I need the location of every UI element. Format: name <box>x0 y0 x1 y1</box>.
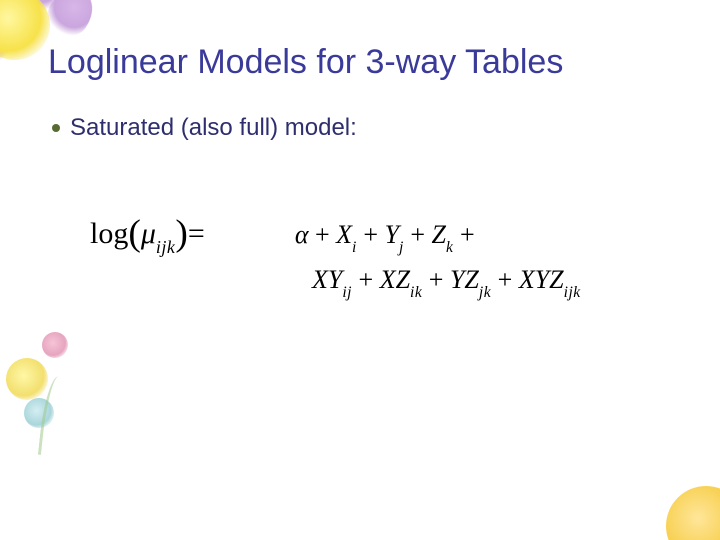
alpha-term: α <box>295 220 309 249</box>
plus-sign: + <box>410 220 425 249</box>
mu-subscript: ijk <box>156 237 176 257</box>
xy-term: XY <box>312 265 342 294</box>
bullet-text: Saturated (also full) model: <box>70 114 357 142</box>
z-term: Z <box>432 220 446 249</box>
mu-symbol: μ <box>141 217 156 250</box>
yz-subscript: jk <box>479 284 491 301</box>
z-subscript: k <box>446 239 453 256</box>
open-paren: ( <box>128 213 141 254</box>
decoration-petal <box>16 0 66 15</box>
close-paren: ) <box>175 213 188 254</box>
plus-sign: + <box>460 220 475 249</box>
formula-line-2: XYij + XZik + YZjk + XYZijk <box>312 265 581 299</box>
y-subscript: j <box>399 239 404 256</box>
plus-sign: + <box>363 220 378 249</box>
xyz-term: XYZ <box>519 265 564 294</box>
decoration-blob <box>42 332 68 358</box>
xy-subscript: ij <box>342 284 352 301</box>
formula-line-1: log(μijk)= α + Xi + Yj + Zk + <box>90 210 581 255</box>
bullet-dot-icon <box>52 124 60 132</box>
log-word: log <box>90 217 128 250</box>
decoration-petal <box>40 0 102 44</box>
decoration-petal <box>0 10 21 66</box>
plus-sign: + <box>429 265 444 294</box>
xyz-subscript: ijk <box>564 284 581 301</box>
decoration-blob <box>666 486 720 540</box>
x-subscript: i <box>352 239 357 256</box>
formula-lhs: log(μijk)= <box>90 210 205 255</box>
decoration-flower-core <box>0 0 50 60</box>
xz-subscript: ik <box>410 284 422 301</box>
decoration-blob <box>6 358 48 400</box>
plus-sign: + <box>315 220 330 249</box>
plus-sign: + <box>498 265 513 294</box>
decoration-blob <box>24 398 54 428</box>
formula: log(μijk)= α + Xi + Yj + Zk + XYij + XZi… <box>90 210 581 299</box>
plus-sign: + <box>359 265 374 294</box>
yz-term: YZ <box>450 265 479 294</box>
bullet-item: Saturated (also full) model: <box>52 114 357 142</box>
y-term: Y <box>385 220 399 249</box>
decoration-stem <box>38 375 67 457</box>
x-term: X <box>336 220 352 249</box>
equals-sign: = <box>188 217 205 250</box>
formula-rhs-line1: α + Xi + Yj + Zk + <box>295 220 475 254</box>
xz-term: XZ <box>380 265 410 294</box>
slide-title: Loglinear Models for 3-way Tables <box>48 42 688 83</box>
